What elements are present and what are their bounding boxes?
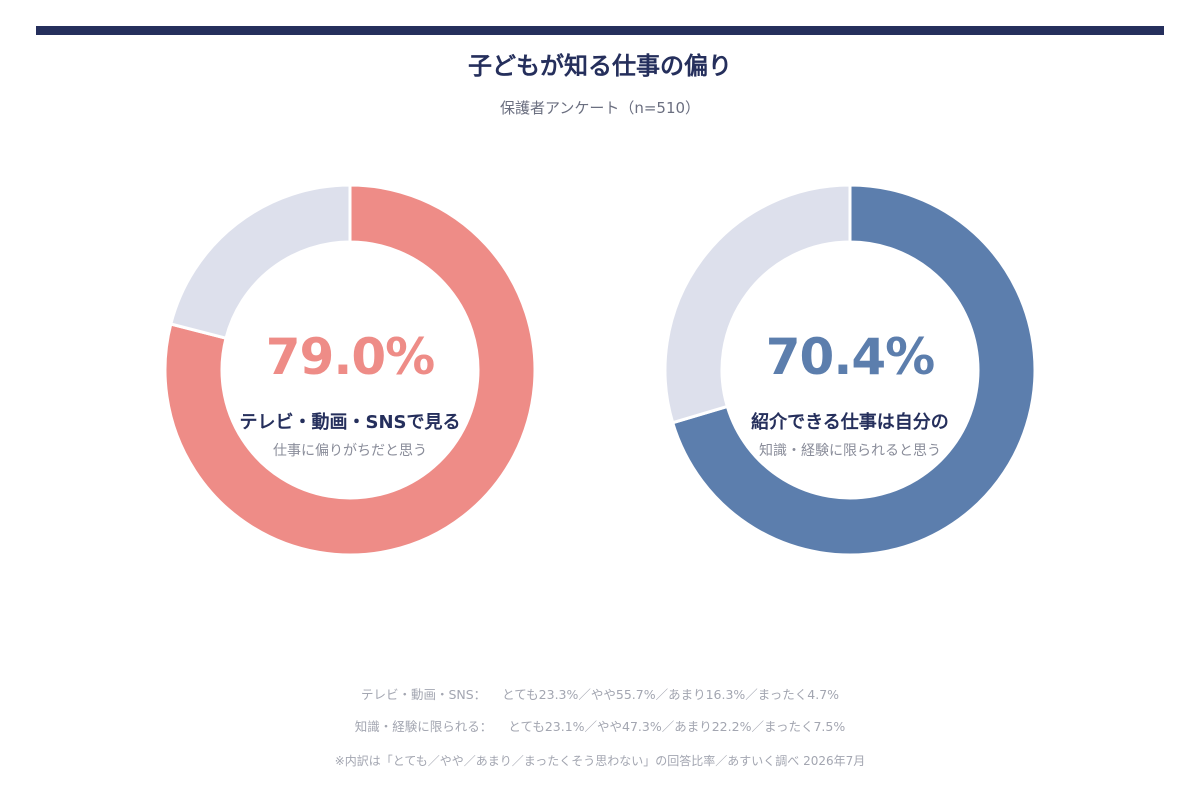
- donut-1-percentage: 79.0%: [265, 328, 435, 386]
- breakdown-row-2: 知識・経験に限られる： とても23.1%／やや47.3%／あまり22.2%／まった…: [0, 716, 1200, 735]
- donut-2-label: 紹介できる仕事は自分の: [751, 412, 949, 433]
- chart-title: 子どもが知る仕事の偏り: [468, 52, 732, 80]
- breakdown-2-label: 知識・経験に限られる：: [354, 719, 493, 734]
- donut-1-label: テレビ・動画・SNSで見る: [239, 412, 461, 433]
- top-accent-bar: [36, 26, 1164, 35]
- donut-2-value-slice: [670, 183, 1037, 557]
- donut-2-percentage: 70.4%: [765, 328, 935, 386]
- breakdown-2-values: とても23.1%／やや47.3%／あまり22.2%／まったく7.5%: [508, 719, 846, 734]
- chart-subtitle: 保護者アンケート（n=510）: [499, 99, 701, 117]
- donut-2-center: 70.4% 紹介できる仕事は自分の 知識・経験に限られると思う: [700, 332, 1000, 460]
- breakdown-row-1: テレビ・動画・SNS： とても23.3%／やや55.7%／あまり16.3%／まった…: [0, 684, 1200, 703]
- donut-2-remainder-slice: [663, 183, 852, 425]
- donut-1-center: 79.0% テレビ・動画・SNSで見る 仕事に偏りがちだと思う: [200, 332, 500, 460]
- donut-2-sublabel: 知識・経験に限られると思う: [759, 443, 941, 459]
- breakdown-1-values: とても23.3%／やや55.7%／あまり16.3%／まったく4.7%: [502, 687, 840, 702]
- breakdown-1-label: テレビ・動画・SNS：: [360, 687, 487, 702]
- donut-1-value-slice: [163, 183, 537, 557]
- donut-1-remainder-slice: [168, 183, 352, 340]
- donut-1-sublabel: 仕事に偏りがちだと思う: [273, 443, 427, 459]
- footnote: ※内訳は「とても／やや／あまり／まったくそう思わない」の回答比率／あすいく調べ …: [334, 754, 866, 768]
